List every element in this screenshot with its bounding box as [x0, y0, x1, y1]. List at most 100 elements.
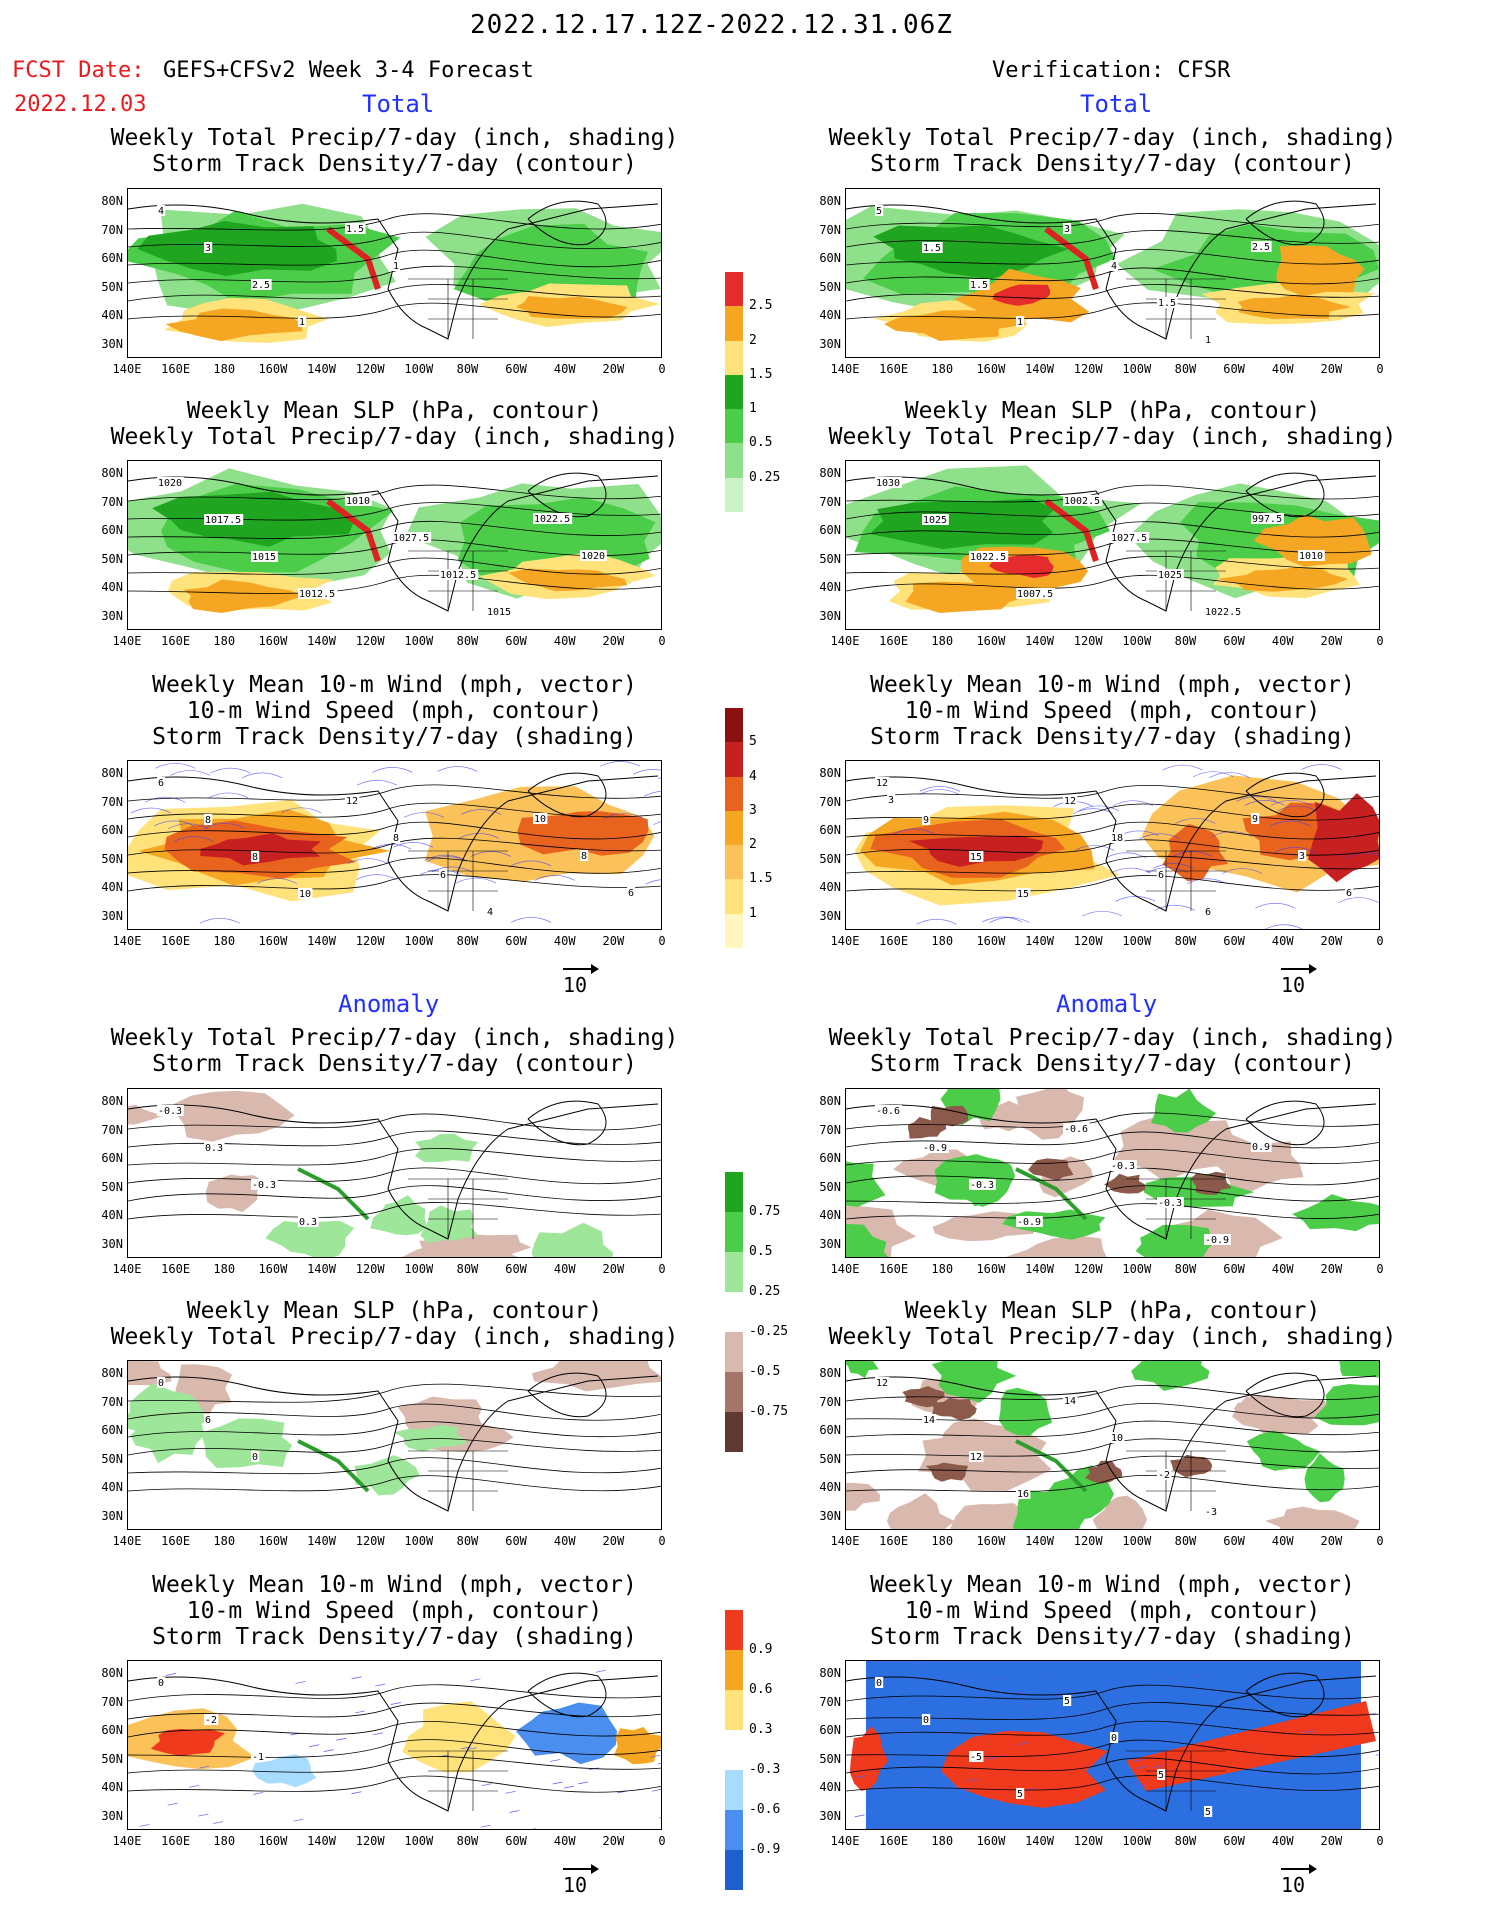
lon-tick-label: 160W	[976, 362, 1006, 376]
lon-tick-label: 60W	[1223, 634, 1245, 648]
lon-tick-label: 180	[213, 1834, 236, 1848]
contour-label: -1	[252, 1752, 264, 1763]
contour-label: 1.5	[923, 243, 941, 254]
vector-reference-total-left: 10	[563, 964, 599, 997]
lon-tick-label: 80W	[1174, 634, 1197, 648]
lon-tick-label: 60W	[1223, 934, 1245, 948]
lat-tick-label: 80N	[101, 1094, 123, 1108]
colorbar-swatch	[725, 340, 743, 375]
panel-title-r5-right-line2: Weekly Total Precip/7-day (inch, shading…	[828, 1324, 1397, 1350]
lon-tick-label: 120W	[355, 634, 385, 648]
contour-label: -0.9	[1205, 1235, 1229, 1246]
lon-tick-label: 120W	[1073, 1534, 1103, 1548]
lon-tick-label: 120W	[1073, 1834, 1103, 1848]
lat-tick-label: 50N	[819, 279, 841, 294]
lat-tick-label: 70N	[819, 222, 841, 237]
lon-tick-label: 80W	[456, 1534, 479, 1548]
panel-title-r3-right-line1: Weekly Mean 10-m Wind (mph, vector)	[870, 672, 1355, 698]
lon-tick-label: 100W	[1122, 362, 1152, 376]
contour-label: 15	[970, 852, 982, 863]
lon-tick-label: 0	[1376, 1262, 1384, 1276]
contour-label: 0.3	[205, 1143, 223, 1154]
panel-title-r1-right-line2: Storm Track Density/7-day (contour)	[870, 151, 1355, 177]
contour-label: 1020	[581, 551, 605, 562]
contour-label: 2.5	[252, 280, 270, 291]
contour-label: -0.3	[970, 1180, 994, 1191]
lon-tick-label: 80W	[456, 362, 479, 376]
colorbar-label: 0.25	[749, 469, 781, 485]
lon-tick-label: 140W	[1025, 634, 1054, 648]
lon-tick-label: 160W	[976, 1534, 1006, 1548]
map-panel-r6-right: 0 0 -5 5 5 0 5 5	[845, 1660, 1380, 1830]
panel-title-r2-right-line2: Weekly Total Precip/7-day (inch, shading…	[828, 424, 1397, 450]
lat-tick-label: 70N	[819, 1122, 841, 1137]
lon-tick-label: 100W	[1122, 1834, 1152, 1848]
contour-label: 0	[876, 1678, 882, 1689]
lon-tick-label: 20W	[1320, 362, 1343, 376]
contour-label: 4	[1111, 261, 1117, 272]
lat-tick-label: 70N	[819, 794, 841, 809]
lon-tick-label: 60W	[505, 362, 527, 376]
lon-tick-label: 120W	[1073, 634, 1103, 648]
lon-tick-label: 180	[931, 362, 954, 376]
lon-tick-label: 120W	[355, 1834, 385, 1848]
lon-tick-label: 0	[1376, 634, 1384, 648]
lat-tick-label: 30N	[101, 1808, 123, 1823]
lon-tick-label: 20W	[602, 634, 625, 648]
lon-tick-label: 20W	[602, 934, 625, 948]
lon-tick-label: 160W	[258, 1534, 288, 1548]
colorbar-swatch	[725, 374, 743, 410]
lat-tick-label: 50N	[101, 279, 123, 294]
lat-tick-label: 80N	[819, 1666, 841, 1680]
contour-label: 0	[252, 1452, 258, 1463]
lat-tick-label: 40N	[819, 880, 841, 894]
lat-tick-label: 30N	[819, 336, 841, 351]
panel-title-r5-right-line1: Weekly Mean SLP (hPa, contour)	[904, 1298, 1321, 1324]
colorbar-swatch	[725, 1172, 743, 1212]
lat-tick-label: 80N	[101, 1366, 123, 1380]
lon-tick-label: 60W	[505, 1262, 527, 1276]
lat-tick-label: 30N	[819, 608, 841, 623]
panel-title-r3-right-line3: Storm Track Density/7-day (shading)	[870, 724, 1355, 750]
lon-tick-label: 80W	[456, 934, 479, 948]
lon-tick-label: 40W	[1271, 1534, 1294, 1548]
colorbar-label: -0.25	[749, 1324, 789, 1339]
lon-tick-label: 160W	[976, 1262, 1006, 1276]
contour-label: 10	[299, 889, 311, 900]
lon-tick-label: 160E	[879, 1834, 909, 1848]
panel-title-r4-left-line2: Storm Track Density/7-day (contour)	[152, 1051, 637, 1077]
panel-title-r3-left-line2: 10-m Wind Speed (mph, contour)	[186, 698, 603, 724]
contour-label: -2	[1158, 1470, 1170, 1481]
contour-label: 15	[1017, 889, 1029, 900]
lat-tick-label: 50N	[819, 1751, 841, 1766]
contour-label: 6	[440, 870, 446, 881]
colorbar-label: -0.5	[749, 1364, 781, 1379]
lon-tick-label: 100W	[404, 634, 434, 648]
map-panel-r5-left: 0 6 0	[127, 1360, 662, 1530]
colorbar-swatch	[725, 879, 743, 914]
lat-tick-label: 60N	[101, 1723, 123, 1737]
lat-tick-label: 30N	[101, 908, 123, 923]
colorbar-swatch	[725, 1810, 743, 1850]
lat-tick-label: 40N	[101, 880, 123, 894]
contour-label: 1007.5	[1017, 589, 1053, 600]
contour-label: -0.6	[1064, 1124, 1088, 1135]
lat-tick-label: 50N	[819, 1179, 841, 1194]
contour-label: 8	[581, 851, 587, 862]
contour-label: 6	[158, 778, 164, 789]
colorbar-swatch	[725, 1212, 743, 1252]
lon-tick-label: 80W	[1174, 1534, 1197, 1548]
contour-label: 8	[205, 815, 211, 826]
colorbar-swatch	[725, 272, 743, 307]
panel-title-r4-right-line1: Weekly Total Precip/7-day (inch, shading…	[828, 1025, 1397, 1051]
contour-label: 5	[876, 206, 882, 217]
contour-label: -5	[970, 1752, 982, 1763]
contour-label: 0	[158, 1678, 164, 1689]
contour-label: 0	[923, 1715, 929, 1726]
lon-tick-label: 160W	[258, 1834, 288, 1848]
lon-tick-label: 80W	[1174, 1834, 1197, 1848]
contour-label: 10	[1111, 1433, 1123, 1444]
colorbar-swatch	[725, 1412, 743, 1452]
lon-tick-label: 0	[1376, 1534, 1384, 1548]
contour-label: 14	[1064, 1396, 1076, 1407]
